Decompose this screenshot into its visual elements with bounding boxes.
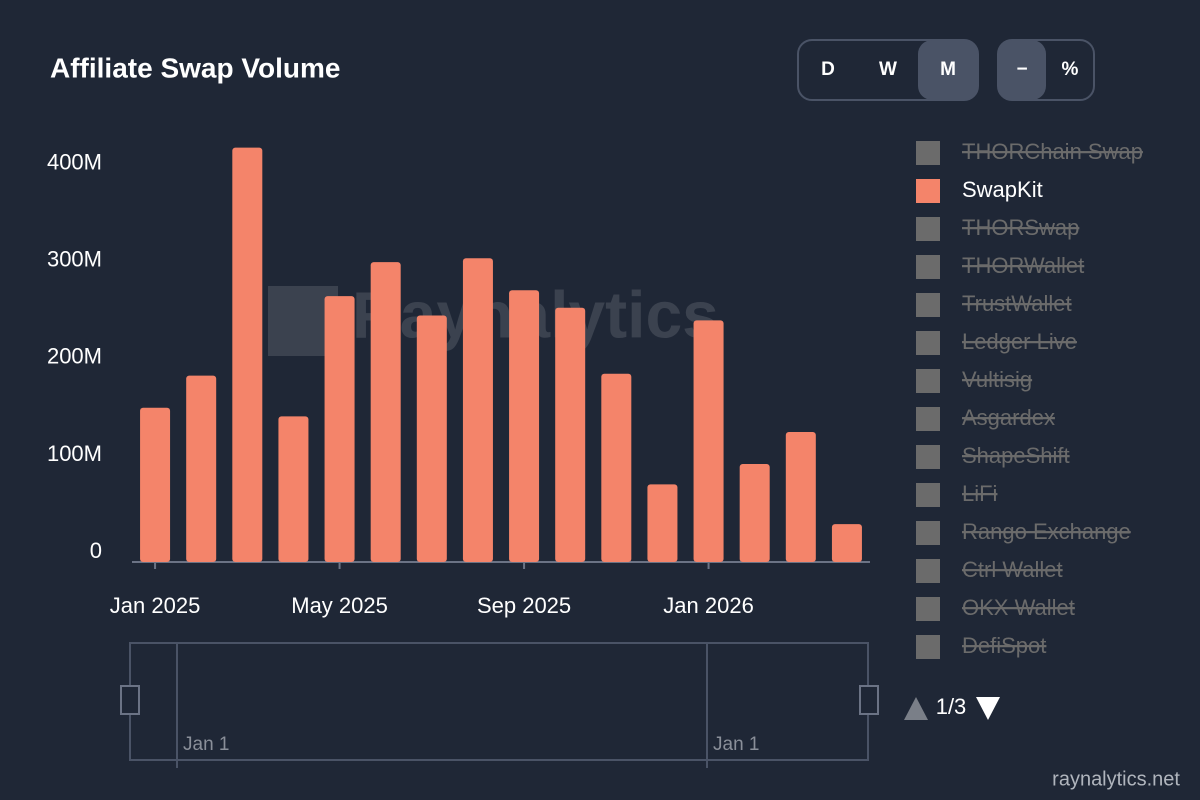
bar [140, 407, 171, 562]
bar [831, 524, 862, 562]
bar [785, 431, 816, 562]
legend-entry[interactable]: THORWallet [962, 253, 1084, 278]
legend-swatch [916, 597, 940, 621]
slider-handle[interactable] [859, 685, 879, 715]
legend-page: 1/3 [936, 694, 967, 719]
period-active-bg [918, 40, 978, 100]
y-tick-label: 0 [90, 538, 102, 563]
chart-title: Affiliate Swap Volume [50, 52, 340, 83]
legend-entry[interactable]: OKX Wallet [962, 595, 1075, 620]
bar [693, 320, 724, 562]
legend-entry[interactable]: Ledger Live [962, 329, 1077, 354]
legend-entry[interactable]: SwapKit [962, 177, 1043, 202]
slider-handle[interactable] [120, 685, 140, 715]
legend-entry[interactable]: DefiSpot [962, 633, 1046, 658]
legend-next[interactable] [976, 697, 1000, 720]
legend-swatch [916, 635, 940, 659]
mode-button[interactable]: % [1062, 59, 1079, 80]
bar [647, 484, 678, 562]
period-button[interactable]: M [940, 59, 956, 80]
legend-entry[interactable]: LiFi [962, 481, 997, 506]
legend-entry[interactable]: TrustWallet [962, 291, 1072, 316]
period-button[interactable]: D [821, 59, 835, 80]
bar [601, 373, 632, 562]
bar [186, 375, 217, 562]
bar [555, 307, 586, 562]
legend-swatch [916, 521, 940, 545]
legend-entry[interactable]: Rango Exchange [962, 519, 1131, 544]
legend-entry[interactable]: Vultisig [962, 367, 1032, 392]
x-tick-label: May 2025 [291, 593, 388, 618]
mode-button[interactable]: − [1016, 59, 1027, 80]
legend-swatch [916, 407, 940, 431]
legend-swatch [916, 483, 940, 507]
y-tick-label: 200M [47, 344, 102, 369]
footer: raynalytics.net [1052, 768, 1180, 790]
x-tick-label: Sep 2025 [477, 593, 571, 618]
y-tick-label: 100M [47, 441, 102, 466]
legend-swatch [916, 179, 940, 203]
legend-entry[interactable]: ShapeShift [962, 443, 1070, 468]
x-tick-label: Jan 2025 [110, 593, 201, 618]
bar [278, 416, 309, 562]
bar [462, 258, 493, 562]
bar [370, 262, 401, 562]
bar [509, 290, 540, 562]
legend-entry[interactable]: Ctrl Wallet [962, 557, 1063, 582]
bar [739, 463, 770, 562]
legend-swatch [916, 559, 940, 583]
mode-active-bg [998, 40, 1046, 100]
bar [324, 296, 355, 562]
y-tick-label: 400M [47, 150, 102, 175]
period-button[interactable]: W [879, 59, 897, 80]
legend-entry[interactable]: THORChain Swap [962, 139, 1143, 164]
y-tick-label: 300M [47, 247, 102, 272]
legend-swatch [916, 141, 940, 165]
legend-entry[interactable]: THORSwap [962, 215, 1079, 240]
legend-swatch [916, 293, 940, 317]
legend-entry[interactable]: Asgardex [962, 405, 1055, 430]
legend-swatch [916, 217, 940, 241]
legend-prev[interactable] [904, 697, 928, 720]
slider-label: Jan 1 [713, 734, 759, 755]
legend-swatch [916, 255, 940, 279]
slider-label: Jan 1 [183, 734, 229, 755]
bar [416, 315, 447, 562]
legend-swatch [916, 445, 940, 469]
legend-swatch [916, 369, 940, 393]
bar [232, 147, 263, 562]
legend-swatch [916, 331, 940, 355]
x-tick-label: Jan 2026 [663, 593, 754, 618]
